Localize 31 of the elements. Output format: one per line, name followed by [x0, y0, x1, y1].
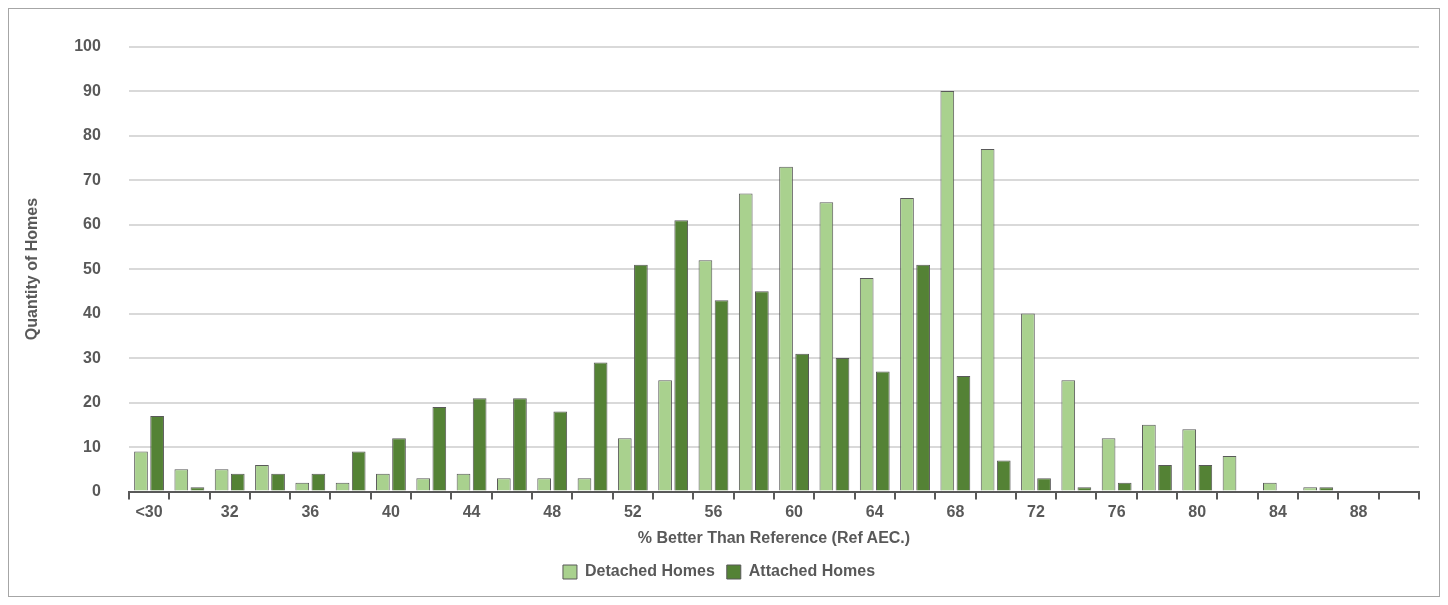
y-tick-label: 10 [83, 437, 101, 455]
x-tick-label: 40 [382, 502, 400, 520]
x-tick-label: 84 [1269, 502, 1287, 520]
x-tick-label: 52 [623, 502, 642, 520]
x-tick-label: 64 [865, 502, 884, 520]
x-tick-label: 36 [301, 502, 320, 520]
x-tick-label: 60 [785, 502, 804, 520]
x-axis-title: % Better Than Reference (Ref AEC.) [637, 528, 911, 546]
x-tick-label: 56 [704, 502, 723, 520]
y-tick-label: 50 [83, 259, 101, 277]
y-tick-label: 100 [74, 37, 101, 55]
legend-label: Detached Homes [584, 562, 715, 580]
y-tick-label: 30 [83, 348, 101, 366]
y-axis-title: Quantity of Homes [23, 197, 41, 341]
x-tick-label: 44 [462, 502, 481, 520]
legend-label: Attached Homes [748, 562, 876, 580]
y-tick-label: 80 [83, 126, 101, 144]
y-tick-label: 20 [83, 393, 101, 411]
y-tick-label: 60 [83, 215, 101, 233]
x-tick-label: 68 [946, 502, 965, 520]
x-tick-label: <30 [135, 502, 163, 520]
x-tick-label: 76 [1107, 502, 1126, 520]
y-tick-label: 40 [83, 304, 101, 322]
x-tick-label: 72 [1027, 502, 1045, 520]
y-tick-label: 70 [83, 170, 101, 188]
x-tick-label: 32 [220, 502, 239, 520]
y-tick-label: 90 [83, 81, 101, 99]
y-tick-label: 0 [91, 482, 101, 500]
x-tick-label: 48 [543, 502, 562, 520]
x-tick-label: 88 [1349, 502, 1368, 520]
x-tick-label: 80 [1188, 502, 1207, 520]
